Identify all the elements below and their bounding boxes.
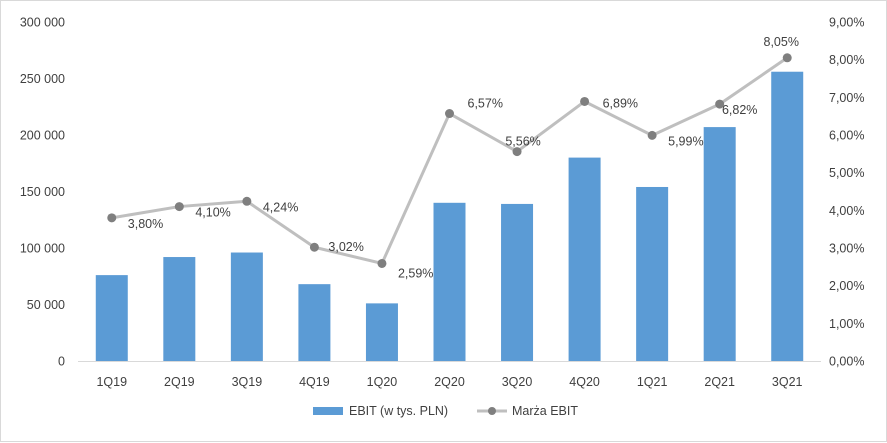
- x-tick-label: 4Q19: [299, 375, 330, 389]
- margin-marker: [445, 109, 454, 119]
- bar: [433, 202, 466, 361]
- x-tick-label: 1Q21: [637, 375, 668, 389]
- y-left-tick-label: 50 000: [27, 298, 65, 312]
- x-tick-label: 2Q21: [704, 375, 735, 389]
- legend-swatch-ebit: [313, 407, 343, 415]
- y-left-tick-label: 150 000: [20, 185, 65, 199]
- legend: EBIT (w tys. PLN) Marża EBIT: [313, 404, 578, 418]
- margin-data-label: 2,59%: [398, 266, 433, 280]
- x-tick-label: 2Q20: [434, 375, 465, 389]
- y-right-tick-label: 2,00%: [829, 279, 864, 293]
- x-tick-label: 1Q20: [367, 375, 398, 389]
- margin-marker: [377, 258, 387, 268]
- x-tick-label: 4Q20: [569, 375, 600, 389]
- margin-marker: [512, 147, 522, 157]
- y-right-tick-label: 8,00%: [829, 53, 864, 67]
- margin-marker: [309, 242, 319, 252]
- margin-data-label: 5,99%: [668, 134, 703, 148]
- margin-data-label: 3,02%: [328, 240, 363, 254]
- y-right-tick-label: 5,00%: [829, 166, 864, 180]
- bar: [771, 71, 804, 361]
- margin-marker: [715, 99, 725, 109]
- y-right-tick-label: 4,00%: [829, 204, 864, 218]
- x-tick-label: 3Q19: [232, 375, 263, 389]
- margin-marker: [782, 53, 792, 63]
- margin-marker: [242, 196, 252, 206]
- y-left-tick-label: 100 000: [20, 242, 65, 256]
- margin-data-label: 4,24%: [263, 200, 298, 214]
- margin-marker: [174, 202, 184, 212]
- bar: [365, 303, 398, 361]
- margin-data-label: 6,82%: [722, 103, 757, 117]
- legend-swatch-margin-marker: [488, 407, 496, 415]
- legend-label-margin: Marża EBIT: [512, 404, 578, 418]
- y-right-tick-label: 9,00%: [829, 16, 864, 30]
- y-axis-right: 0,00% 1,00% 2,00% 3,00% 4,00% 5,00% 6,00% 7,00%…: [829, 16, 864, 369]
- bar: [163, 257, 196, 361]
- margin-data-label: 6,57%: [468, 97, 503, 111]
- y-right-tick-label: 7,00%: [829, 91, 864, 105]
- y-right-tick-label: 1,00%: [829, 317, 864, 331]
- x-tick-label: 2Q19: [164, 375, 195, 389]
- x-tick-label: 3Q21: [772, 375, 803, 389]
- y-left-tick-label: 250 000: [20, 72, 65, 86]
- y-left-tick-label: 0: [58, 355, 65, 369]
- bar: [636, 186, 669, 361]
- bar: [95, 275, 128, 361]
- x-tick-label: 3Q20: [502, 375, 533, 389]
- bar: [501, 203, 534, 361]
- margin-marker: [580, 96, 590, 106]
- y-left-tick-label: 300 000: [20, 16, 65, 30]
- y-left-tick-label: 200 000: [20, 129, 65, 143]
- margin-marker: [107, 213, 117, 223]
- line-series: 3,80% 4,10% 4,24% 3,02% 2,59% 6,57% 5,56% 6,89%…: [107, 35, 799, 280]
- margin-data-label: 6,89%: [603, 96, 638, 110]
- y-right-tick-label: 0,00%: [829, 355, 864, 369]
- y-axis-left: 0 50 000 100 000 150 000 200 000 250 000 300 0…: [20, 16, 65, 369]
- x-axis: 1Q19 2Q19 3Q19 4Q19 1Q20 2Q20 3Q20 4Q20 1Q21 2Q21…: [96, 375, 802, 389]
- bar: [230, 252, 263, 361]
- margin-data-label: 4,10%: [195, 206, 230, 220]
- bar: [568, 157, 601, 361]
- legend-label-ebit: EBIT (w tys. PLN): [349, 404, 448, 418]
- margin-data-label: 3,80%: [128, 217, 163, 231]
- bar-series: [95, 71, 804, 361]
- x-tick-label: 1Q19: [96, 375, 127, 389]
- margin-marker: [647, 130, 657, 140]
- margin-data-label: 5,56%: [505, 135, 540, 149]
- bar: [298, 284, 331, 361]
- margin-data-label: 8,05%: [764, 35, 799, 49]
- y-right-tick-label: 6,00%: [829, 129, 864, 143]
- y-right-tick-label: 3,00%: [829, 242, 864, 256]
- bar: [703, 127, 736, 361]
